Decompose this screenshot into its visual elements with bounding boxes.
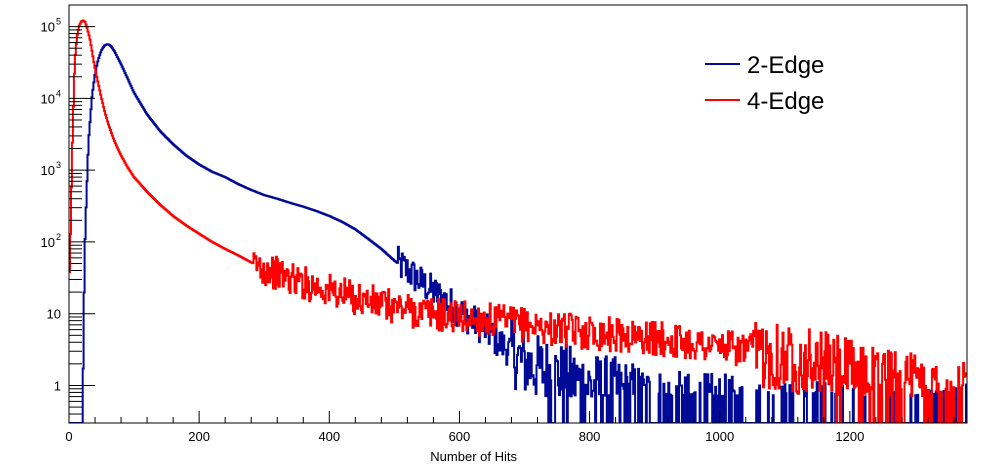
legend-label-4-edge: 4-Edge [747,88,824,115]
legend-label-2-edge: 2-Edge [747,52,824,79]
y-tick-label-1: 1 [54,378,61,393]
y-tick-exponent-10000: 4 [56,88,61,98]
plot-frame [68,4,968,424]
series-line-2-edge [69,43,967,423]
y-tick-exponent-1000: 3 [56,160,61,170]
y-tick-label-100000: 10 [41,20,55,35]
x-axis-title: Number of Hits [430,449,517,464]
y-tick-label-100: 10 [41,235,55,250]
x-tick-label-0: 0 [65,429,72,444]
x-tick-label-800: 800 [579,429,601,444]
y-tick-label-10: 10 [47,307,61,322]
series-layer [69,19,967,423]
x-tick-label-200: 200 [188,429,210,444]
series-line-4-edge [69,19,967,423]
y-tick-exponent-100000: 5 [56,17,61,27]
x-tick-label-1200: 1200 [835,429,864,444]
x-tick-label-600: 600 [449,429,471,444]
y-tick-exponent-100: 2 [56,232,61,242]
x-tick-label-1000: 1000 [705,429,734,444]
y-tick-label-1000: 10 [41,163,55,178]
legend: 2-Edge 4-Edge [705,52,824,115]
y-tick-label-10000: 10 [41,91,55,106]
x-tick-label-400: 400 [318,429,340,444]
